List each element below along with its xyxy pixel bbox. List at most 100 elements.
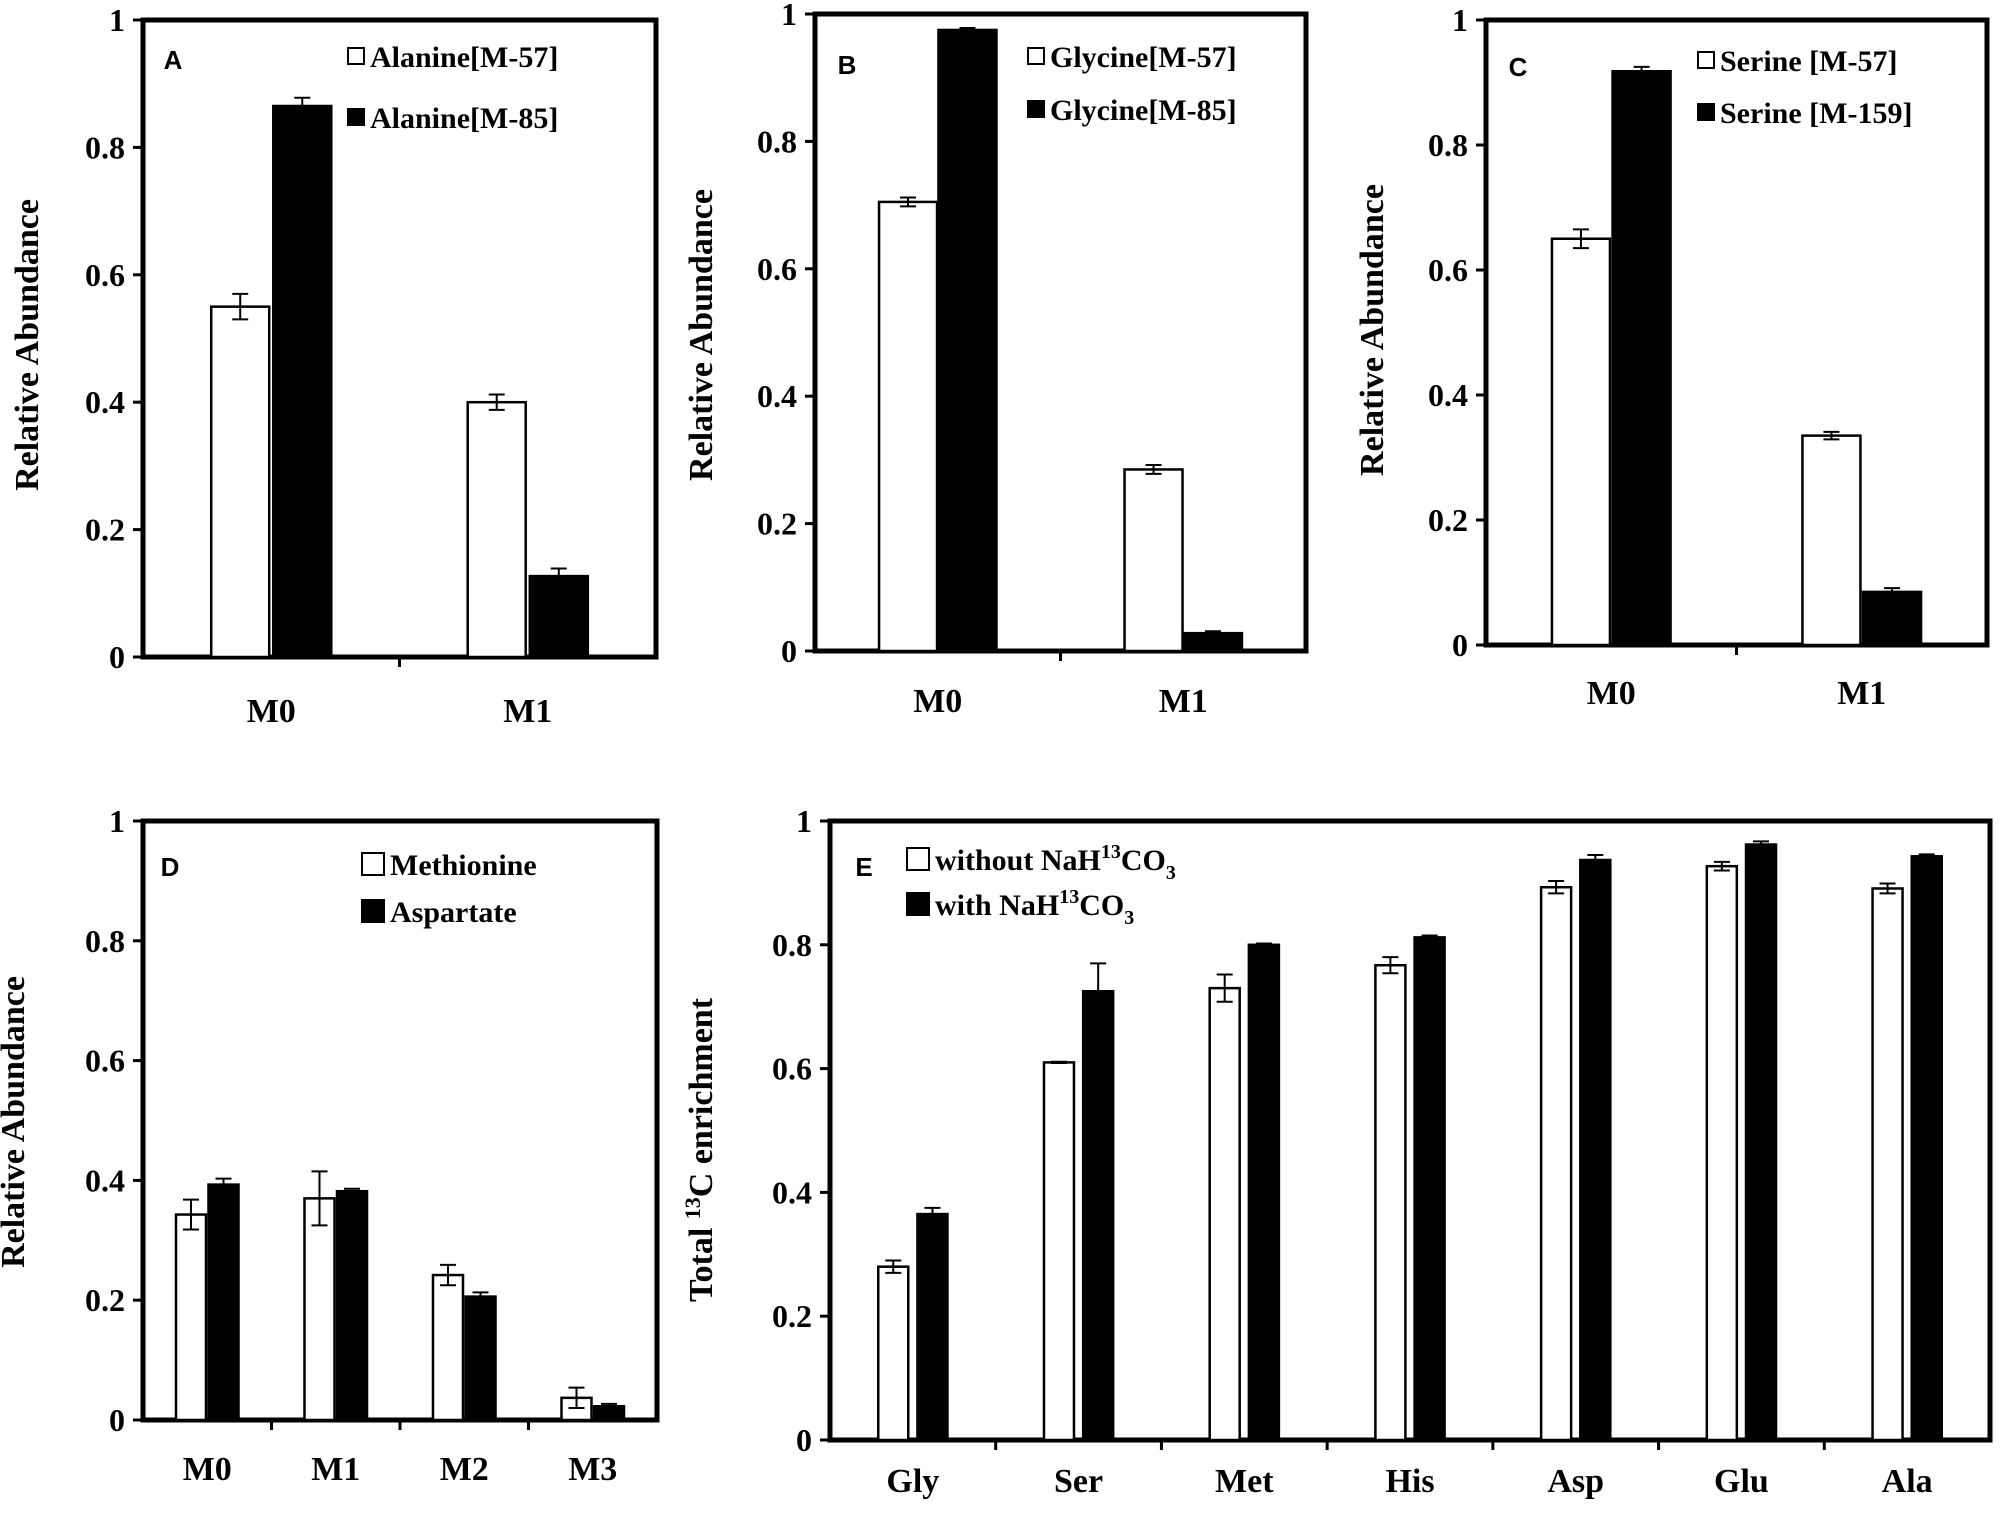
bar-his-black	[1413, 936, 1446, 1442]
legend-entry: Serine [M-159]	[1720, 97, 1912, 130]
bar-m2-black	[464, 1295, 497, 1422]
y-axis-label: Relative Abundance	[683, 189, 720, 481]
y-tick-label: 0.8	[757, 123, 797, 159]
y-tick-label: 1	[109, 2, 125, 38]
y-axis-label: Relative Abundance	[1354, 184, 1391, 476]
bar-m0-white	[174, 1213, 208, 1422]
y-tick-label: 0.8	[1428, 127, 1468, 163]
legend-swatch	[347, 108, 365, 126]
bar-ser-black	[1081, 989, 1115, 1442]
y-tick-label: 0.4	[85, 384, 125, 420]
category-label: M0	[247, 693, 296, 730]
bar-his-white	[1374, 963, 1407, 1442]
bar-m1-black	[335, 1189, 369, 1422]
bar-glu-black	[1744, 843, 1778, 1442]
legend-entry: Alanine[M-85]	[370, 102, 558, 135]
legend-swatch	[1027, 100, 1045, 118]
bar-glu-white	[1705, 864, 1739, 1442]
category-label: M0	[1587, 675, 1636, 712]
panel-d: 0 0.2 0.4 0.6 0.8 1 M0 M1 M2 M3 Relative Abundance…	[0, 803, 660, 1488]
bar-m0-white	[1550, 237, 1612, 647]
panel-label: D	[161, 852, 180, 882]
bar-m1-white	[466, 400, 527, 659]
panel-label: E	[855, 852, 872, 882]
y-tick-label: 0.4	[1428, 377, 1468, 413]
bar-m1-white	[1123, 468, 1184, 653]
bar-m1-white	[1801, 434, 1862, 647]
category-label: His	[1385, 1463, 1434, 1500]
panel-a: 0 0.2 0.4 0.6 0.8 1 M0 M1 Relative Abundance A Ala…	[9, 2, 659, 730]
y-tick-label: 0.4	[772, 1174, 812, 1210]
bar-gly-black	[916, 1212, 949, 1442]
category-label: Ala	[1882, 1463, 1933, 1500]
legend-entry: with NaH13CO3	[935, 886, 1134, 929]
y-axis-label: Total 13C enrichment	[680, 997, 720, 1302]
category-label: M3	[568, 1451, 617, 1488]
legend-entry: Serine [M-57]	[1720, 45, 1897, 78]
category-label: M1	[503, 693, 552, 730]
legend-swatch	[1697, 103, 1715, 121]
panel-label: A	[164, 45, 183, 75]
category-label: Met	[1215, 1463, 1274, 1500]
category-label: M1	[1159, 683, 1208, 720]
y-tick-label: 1	[109, 803, 125, 839]
bar-met-white	[1208, 986, 1241, 1442]
legend-entry: Alanine[M-57]	[370, 41, 558, 74]
bar-ala-white	[1871, 887, 1904, 1442]
category-label: M2	[440, 1451, 489, 1488]
bar-ala-black	[1910, 855, 1943, 1442]
bar-m0-white	[877, 200, 939, 653]
category-label: Ser	[1054, 1463, 1103, 1500]
y-tick-label: 0	[109, 639, 125, 675]
bar-m2-white	[431, 1273, 465, 1422]
y-tick-label: 0	[796, 1422, 812, 1458]
plot-frame	[827, 818, 1993, 1443]
legend-swatch	[906, 892, 930, 916]
y-tick-label: 0.2	[1428, 502, 1468, 538]
y-tick-label: 0.8	[85, 923, 125, 959]
y-axis-label: Relative Abundance	[9, 199, 46, 491]
y-tick-label: 0	[781, 633, 797, 669]
category-label: Gly	[886, 1463, 939, 1500]
y-tick-label: 1	[1452, 2, 1468, 38]
panel-e: 0 0.2 0.4 0.6 0.8 1 Gly Ser Met His Asp Glu Ala Total…	[680, 803, 1993, 1500]
category-label: M0	[913, 683, 962, 720]
y-tick-label: 0.8	[85, 129, 125, 165]
legend-swatch	[906, 847, 930, 871]
bar-m0-black	[937, 28, 998, 653]
y-tick-label: 0.6	[85, 257, 125, 293]
y-tick-label: 0.8	[772, 927, 812, 963]
panel-c: 0 0.2 0.4 0.6 0.8 1 M0 M1 Relative Abundance C Ser…	[1354, 2, 1990, 712]
bar-m0-white	[209, 305, 271, 659]
bar-m0-black	[272, 104, 333, 659]
bar-m1-white	[303, 1197, 336, 1422]
panel-label: B	[838, 50, 857, 80]
y-tick-label: 0.2	[772, 1298, 812, 1334]
category-label: M0	[183, 1451, 232, 1488]
y-axis-label: Relative Abundance	[0, 976, 32, 1268]
legend-swatch	[361, 899, 385, 923]
y-tick-label: 0.6	[1428, 252, 1468, 288]
bar-asp-black	[1579, 858, 1612, 1442]
bar-m1-black	[1861, 590, 1923, 647]
legend-entry: Methionine	[390, 849, 537, 882]
legend-swatch	[1027, 47, 1045, 65]
category-label: Glu	[1714, 1463, 1769, 1500]
bar-m0-black	[207, 1183, 240, 1422]
y-tick-label: 0.4	[85, 1162, 125, 1198]
legend-swatch	[361, 852, 385, 876]
y-tick-label: 0.6	[757, 251, 797, 287]
y-tick-label: 0.2	[757, 506, 797, 542]
bar-ser-white	[1042, 1061, 1076, 1442]
y-tick-label: 0.2	[85, 1282, 125, 1318]
category-label: Asp	[1547, 1463, 1604, 1500]
bar-asp-white	[1539, 885, 1573, 1442]
category-label: M1	[1837, 675, 1886, 712]
bar-m1-black	[528, 574, 590, 659]
bar-m0-black	[1611, 70, 1672, 647]
y-tick-label: 1	[796, 803, 812, 839]
legend-swatch	[347, 47, 365, 65]
legend-entry: Glycine[M-85]	[1050, 94, 1237, 127]
category-label: M1	[311, 1451, 360, 1488]
